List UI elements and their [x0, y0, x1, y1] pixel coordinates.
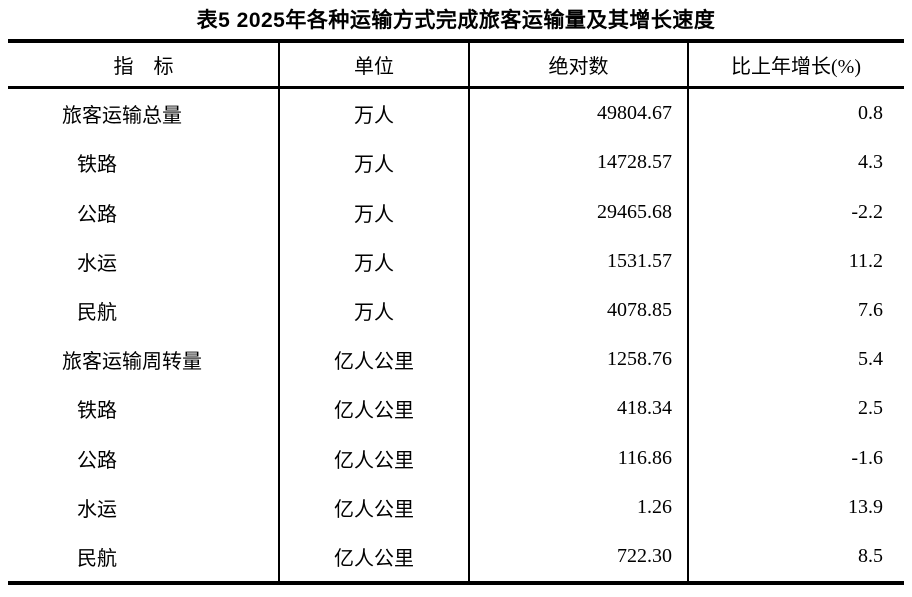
absolute-cell: 29465.68 [597, 200, 672, 223]
table-row: 铁路 亿人公里 418.34 2.5 [8, 384, 904, 433]
unit-cell: 亿人公里 [334, 547, 414, 570]
header-growth: 比上年增长(%) [731, 56, 861, 78]
table-title: 表5 2025年各种运输方式完成旅客运输量及其增长速度 [196, 9, 716, 32]
indicator-cell: 水运 [77, 252, 117, 275]
table-row: 民航 亿人公里 722.30 8.5 [8, 532, 904, 581]
growth-cell: 4.3 [858, 151, 883, 174]
absolute-cell: 14728.57 [597, 151, 672, 174]
indicator-cell: 铁路 [77, 400, 117, 423]
indicator-cell: 旅客运输总量 [62, 105, 182, 128]
header-indicator: 指 标 [113, 56, 174, 78]
absolute-cell: 49804.67 [597, 102, 672, 125]
indicator-cell: 民航 [77, 547, 117, 570]
unit-cell: 万人 [354, 301, 394, 324]
growth-cell: 11.2 [848, 249, 883, 272]
growth-cell: 7.6 [858, 298, 883, 321]
table-row: 公路 亿人公里 116.86 -1.6 [8, 433, 904, 482]
absolute-cell: 116.86 [617, 446, 672, 469]
growth-cell: 13.9 [848, 495, 883, 518]
growth-cell: 8.5 [858, 544, 883, 567]
indicator-cell: 公路 [77, 203, 117, 226]
unit-cell: 亿人公里 [334, 351, 414, 374]
column-divider-3 [687, 43, 689, 581]
growth-cell: 0.8 [858, 102, 883, 125]
header-unit: 单位 [354, 56, 394, 78]
table-row: 水运 万人 1531.57 11.2 [8, 237, 904, 286]
indicator-cell: 水运 [77, 498, 117, 521]
indicator-cell: 旅客运输周转量 [62, 351, 202, 374]
growth-cell: 2.5 [858, 397, 883, 420]
indicator-cell: 铁路 [77, 154, 117, 177]
table-body: 旅客运输总量 万人 49804.67 0.8 铁路 万人 14728.57 4.… [8, 89, 904, 581]
table-row: 民航 万人 4078.85 7.6 [8, 286, 904, 335]
unit-cell: 亿人公里 [334, 498, 414, 521]
table-header-row: 指 标 单位 绝对数 比上年增长(%) [8, 43, 904, 89]
absolute-cell: 4078.85 [607, 298, 672, 321]
unit-cell: 亿人公里 [334, 449, 414, 472]
table-row: 水运 亿人公里 1.26 13.9 [8, 483, 904, 532]
absolute-cell: 1531.57 [607, 249, 672, 272]
absolute-cell: 418.34 [617, 397, 672, 420]
unit-cell: 亿人公里 [334, 400, 414, 423]
absolute-cell: 722.30 [617, 544, 672, 567]
table-row: 铁路 万人 14728.57 4.3 [8, 138, 904, 187]
unit-cell: 万人 [354, 105, 394, 128]
indicator-cell: 民航 [77, 301, 117, 324]
growth-cell: -1.6 [851, 446, 883, 469]
indicator-cell: 公路 [77, 449, 117, 472]
column-divider-1 [278, 43, 280, 581]
growth-cell: -2.2 [851, 200, 883, 223]
column-divider-2 [468, 43, 470, 581]
absolute-cell: 1258.76 [607, 348, 672, 371]
absolute-cell: 1.26 [637, 495, 672, 518]
statistics-table: 指 标 单位 绝对数 比上年增长(%) 旅客运输总量 万人 49804.67 0… [8, 39, 904, 585]
table-row: 旅客运输周转量 亿人公里 1258.76 5.4 [8, 335, 904, 384]
table-row: 旅客运输总量 万人 49804.67 0.8 [8, 89, 904, 138]
growth-cell: 5.4 [858, 348, 883, 371]
table-row: 公路 万人 29465.68 -2.2 [8, 187, 904, 236]
unit-cell: 万人 [354, 252, 394, 275]
unit-cell: 万人 [354, 154, 394, 177]
unit-cell: 万人 [354, 203, 394, 226]
header-absolute: 绝对数 [548, 56, 609, 78]
